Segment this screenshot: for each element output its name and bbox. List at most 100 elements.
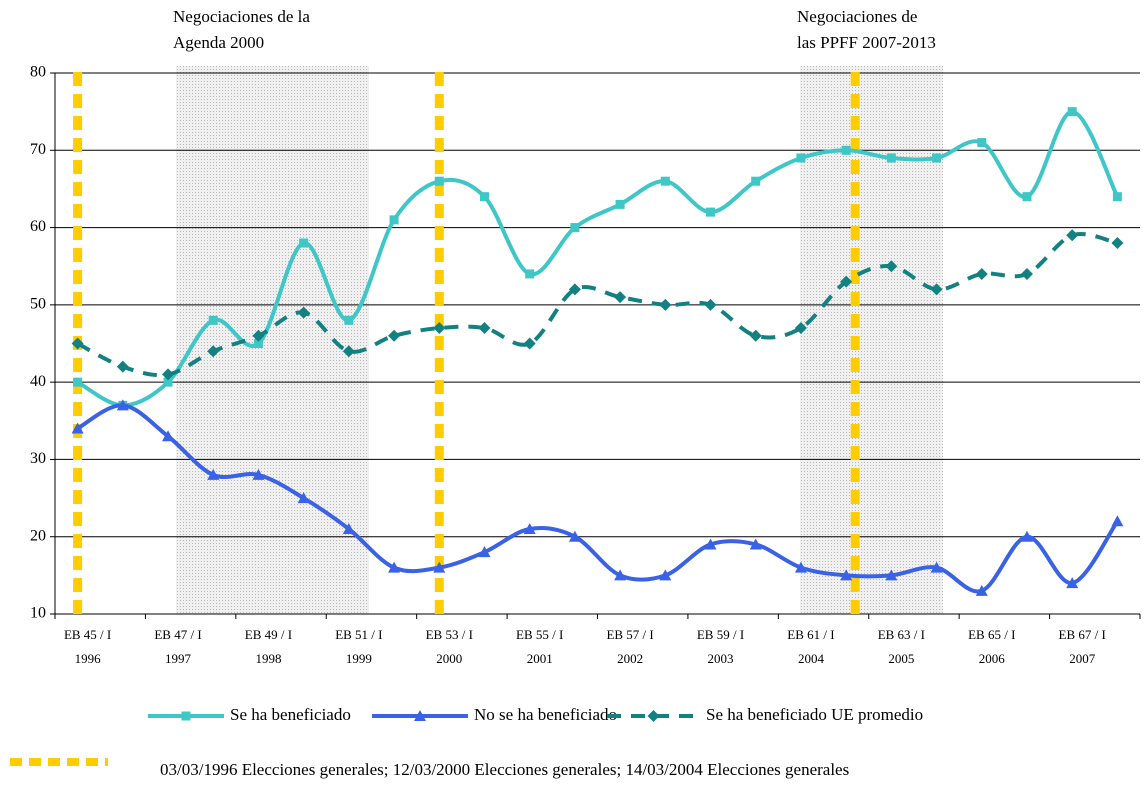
marker	[297, 492, 310, 504]
marker	[704, 298, 717, 311]
marker	[479, 192, 489, 202]
legend-label: Se ha beneficiado	[230, 705, 351, 724]
marker	[930, 283, 943, 296]
x-tick-label: EB 47 / I	[154, 627, 201, 642]
x-tick-label: 2007	[1069, 651, 1096, 666]
marker	[885, 569, 898, 581]
x-tick-label: 2002	[617, 651, 643, 666]
marker	[647, 710, 660, 722]
marker	[207, 345, 220, 358]
marker	[1067, 107, 1077, 117]
marker	[116, 399, 129, 411]
x-tick-label: 1998	[255, 651, 281, 666]
marker	[342, 345, 355, 358]
marker	[207, 468, 220, 480]
y-tick-label: 40	[30, 373, 46, 390]
x-tick-label: EB 53 / I	[426, 627, 473, 642]
marker	[433, 322, 446, 335]
shaded-period	[800, 66, 943, 614]
x-tick-label: 1999	[346, 651, 372, 666]
marker	[388, 561, 401, 573]
marker	[344, 315, 354, 325]
marker	[1111, 237, 1124, 250]
marker	[1111, 515, 1124, 527]
x-tick-label: 2004	[798, 651, 825, 666]
y-tick-label: 80	[30, 64, 46, 81]
marker	[389, 215, 399, 225]
marker	[1020, 530, 1033, 542]
y-tick-label: 60	[30, 218, 46, 235]
x-tick-label: EB 65 / I	[968, 627, 1015, 642]
marker	[794, 322, 807, 335]
marker	[253, 339, 263, 348]
marker	[840, 275, 853, 288]
marker	[1020, 267, 1033, 280]
x-tick-label: 2000	[436, 651, 462, 666]
y-tick-label: 30	[30, 450, 46, 467]
marker	[660, 176, 670, 186]
marker	[614, 291, 627, 304]
x-tick-label: 2001	[527, 651, 553, 666]
x-tick-label: 2003	[708, 651, 734, 666]
marker	[388, 329, 401, 342]
marker	[1066, 229, 1079, 242]
marker	[299, 238, 309, 248]
marker	[751, 176, 761, 186]
marker	[181, 711, 191, 721]
x-tick-label: EB 67 / I	[1059, 627, 1106, 642]
x-tick-label: 1996	[75, 651, 102, 666]
marker	[1112, 192, 1122, 202]
marker	[414, 710, 426, 721]
x-tick-label: EB 49 / I	[245, 627, 292, 642]
marker	[977, 138, 987, 148]
x-tick-label: EB 51 / I	[335, 627, 382, 642]
marker	[163, 377, 173, 387]
marker	[162, 368, 175, 381]
marker	[252, 468, 265, 480]
x-tick-label: EB 61 / I	[787, 627, 834, 642]
marker	[570, 223, 580, 233]
marker	[208, 315, 218, 325]
marker	[162, 430, 175, 442]
marker	[116, 360, 129, 373]
marker	[706, 207, 716, 217]
marker	[1066, 577, 1079, 589]
x-tick-label: EB 57 / I	[606, 627, 653, 642]
marker	[71, 337, 84, 350]
annotation: Negociaciones de la	[173, 7, 310, 26]
marker	[841, 145, 851, 155]
marker	[523, 337, 536, 350]
y-tick-label: 50	[30, 296, 46, 313]
marker	[932, 153, 942, 163]
marker	[525, 269, 535, 279]
marker	[433, 561, 446, 573]
x-tick-label: EB 59 / I	[697, 627, 744, 642]
marker	[975, 584, 988, 596]
marker	[73, 377, 83, 387]
marker	[297, 306, 310, 319]
marker	[704, 538, 717, 550]
marker	[434, 176, 444, 186]
marker	[614, 569, 627, 581]
annotation: Agenda 2000	[173, 33, 264, 52]
legend-label: No se ha beneficiado	[474, 705, 617, 724]
marker	[1022, 192, 1032, 202]
marker	[478, 322, 491, 335]
marker	[659, 298, 672, 311]
y-tick-label: 10	[30, 605, 46, 622]
marker	[930, 561, 943, 573]
marker	[975, 267, 988, 280]
marker	[749, 329, 762, 342]
marker	[796, 153, 806, 163]
y-tick-label: 20	[30, 527, 46, 544]
marker	[749, 538, 762, 550]
annotation: Negociaciones de	[797, 7, 917, 26]
marker	[840, 569, 853, 581]
marker	[886, 153, 896, 163]
x-tick-label: 1997	[165, 651, 192, 666]
legend-label: Se ha beneficiado UE promedio	[706, 705, 923, 724]
marker	[794, 561, 807, 573]
shaded-period	[176, 66, 369, 614]
marker	[71, 422, 84, 434]
